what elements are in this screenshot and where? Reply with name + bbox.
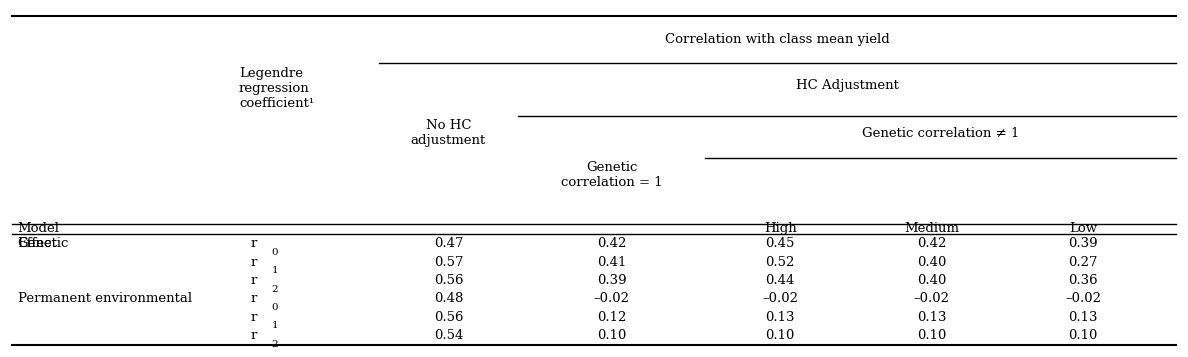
Text: r: r bbox=[251, 274, 257, 287]
Text: No HC
adjustment: No HC adjustment bbox=[411, 119, 486, 147]
Text: 0: 0 bbox=[272, 303, 278, 312]
Text: 0.42: 0.42 bbox=[596, 237, 626, 250]
Text: 0.41: 0.41 bbox=[596, 256, 626, 268]
Text: Correlation with class mean yield: Correlation with class mean yield bbox=[665, 33, 890, 46]
Text: 0.39: 0.39 bbox=[596, 274, 626, 287]
Text: 2: 2 bbox=[272, 285, 278, 294]
Text: 0.10: 0.10 bbox=[917, 329, 947, 342]
Text: r: r bbox=[251, 311, 257, 324]
Text: Genetic correlation ≠ 1: Genetic correlation ≠ 1 bbox=[861, 126, 1019, 140]
Text: –0.02: –0.02 bbox=[763, 292, 798, 305]
Text: High: High bbox=[764, 222, 797, 235]
Text: 0.27: 0.27 bbox=[1068, 256, 1098, 268]
Text: 0.10: 0.10 bbox=[596, 329, 626, 342]
Text: Permanent environmental: Permanent environmental bbox=[18, 292, 191, 305]
Text: Medium: Medium bbox=[904, 222, 959, 235]
Text: HC Adjustment: HC Adjustment bbox=[796, 79, 898, 92]
Text: 0.52: 0.52 bbox=[765, 256, 795, 268]
Text: 0.10: 0.10 bbox=[765, 329, 795, 342]
Text: 0.13: 0.13 bbox=[765, 311, 795, 324]
Text: 0.13: 0.13 bbox=[1068, 311, 1098, 324]
Text: 1: 1 bbox=[272, 321, 278, 330]
Text: 0.56: 0.56 bbox=[434, 311, 463, 324]
Text: Genetic: Genetic bbox=[18, 237, 69, 250]
Text: r: r bbox=[251, 292, 257, 305]
Text: 0.56: 0.56 bbox=[434, 274, 463, 287]
Text: r: r bbox=[251, 256, 257, 268]
Text: 0.36: 0.36 bbox=[1068, 274, 1098, 287]
Text: 0.13: 0.13 bbox=[917, 311, 947, 324]
Text: 0.48: 0.48 bbox=[434, 292, 463, 305]
Text: r: r bbox=[251, 329, 257, 342]
Text: 0.10: 0.10 bbox=[1068, 329, 1098, 342]
Text: –0.02: –0.02 bbox=[594, 292, 630, 305]
Text: –0.02: –0.02 bbox=[914, 292, 949, 305]
Text: 0.40: 0.40 bbox=[917, 274, 947, 287]
Text: 0.54: 0.54 bbox=[434, 329, 463, 342]
Text: 0: 0 bbox=[272, 248, 278, 257]
Text: 0.44: 0.44 bbox=[765, 274, 795, 287]
Text: 0.47: 0.47 bbox=[434, 237, 463, 250]
Text: 0.45: 0.45 bbox=[765, 237, 795, 250]
Text: 2: 2 bbox=[272, 340, 278, 349]
Text: 1: 1 bbox=[272, 266, 278, 275]
Text: Legendre
regression
coefficient¹: Legendre regression coefficient¹ bbox=[239, 66, 314, 110]
Text: –0.02: –0.02 bbox=[1064, 292, 1101, 305]
Text: 0.40: 0.40 bbox=[917, 256, 947, 268]
Text: 0.57: 0.57 bbox=[434, 256, 463, 268]
Text: 0.42: 0.42 bbox=[917, 237, 947, 250]
Text: Low: Low bbox=[1069, 222, 1097, 235]
Text: 0.39: 0.39 bbox=[1068, 237, 1098, 250]
Text: r: r bbox=[251, 237, 257, 250]
Text: Model
Effect: Model Effect bbox=[18, 222, 59, 250]
Text: 0.12: 0.12 bbox=[596, 311, 626, 324]
Text: Genetic
correlation = 1: Genetic correlation = 1 bbox=[561, 161, 662, 189]
